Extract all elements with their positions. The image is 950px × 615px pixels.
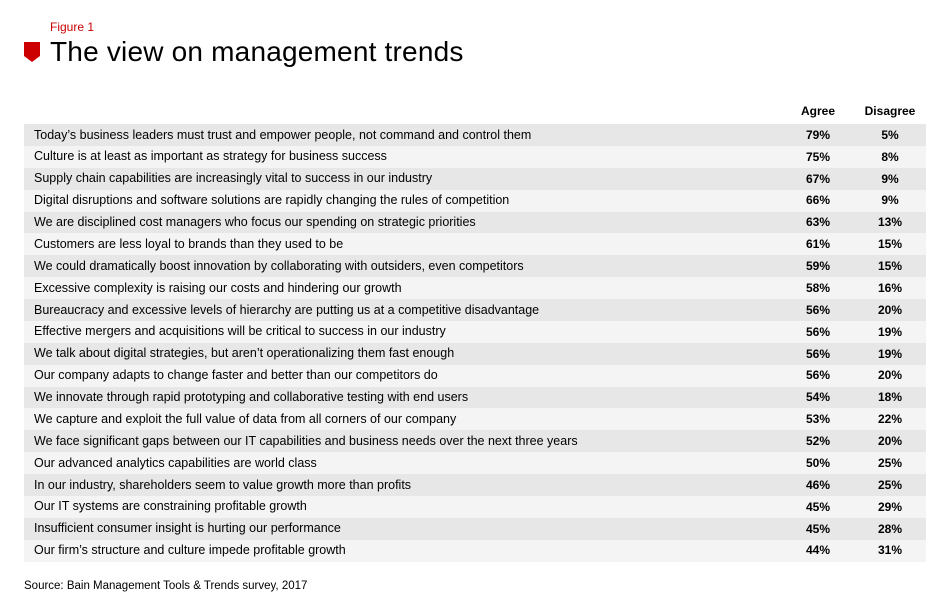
agree-cell: 46%	[782, 474, 854, 496]
statement-cell: We are disciplined cost managers who foc…	[24, 212, 782, 234]
disagree-cell: 16%	[854, 277, 926, 299]
agree-cell: 61%	[782, 233, 854, 255]
agree-cell: 56%	[782, 343, 854, 365]
table-row: Culture is at least as important as stra…	[24, 146, 926, 168]
column-header-agree: Agree	[782, 104, 854, 124]
disagree-cell: 13%	[854, 212, 926, 234]
disagree-cell: 31%	[854, 540, 926, 562]
table-row: Our company adapts to change faster and …	[24, 365, 926, 387]
table-row: We innovate through rapid prototyping an…	[24, 387, 926, 409]
disagree-cell: 29%	[854, 496, 926, 518]
statement-cell: Effective mergers and acquisitions will …	[24, 321, 782, 343]
table-row: Our advanced analytics capabilities are …	[24, 452, 926, 474]
table-row: We are disciplined cost managers who foc…	[24, 212, 926, 234]
disagree-cell: 8%	[854, 146, 926, 168]
column-header-disagree: Disagree	[854, 104, 926, 124]
trends-table: Agree Disagree Today’s business leaders …	[24, 104, 926, 562]
agree-cell: 44%	[782, 540, 854, 562]
table-header-row: Agree Disagree	[24, 104, 926, 124]
table-row: Digital disruptions and software solutio…	[24, 190, 926, 212]
statement-cell: Today’s business leaders must trust and …	[24, 124, 782, 146]
table-row: Our IT systems are constraining profitab…	[24, 496, 926, 518]
agree-cell: 45%	[782, 518, 854, 540]
agree-cell: 56%	[782, 299, 854, 321]
statement-cell: We capture and exploit the full value of…	[24, 408, 782, 430]
statement-cell: Our IT systems are constraining profitab…	[24, 496, 782, 518]
table-row: Supply chain capabilities are increasing…	[24, 168, 926, 190]
disagree-cell: 15%	[854, 233, 926, 255]
statement-cell: Excessive complexity is raising our cost…	[24, 277, 782, 299]
table-row: Today’s business leaders must trust and …	[24, 124, 926, 146]
agree-cell: 59%	[782, 255, 854, 277]
title-row: The view on management trends	[24, 36, 926, 68]
table-row: Customers are less loyal to brands than …	[24, 233, 926, 255]
figure-title: The view on management trends	[50, 36, 464, 68]
table-row: We talk about digital strategies, but ar…	[24, 343, 926, 365]
statement-cell: Insufficient consumer insight is hurting…	[24, 518, 782, 540]
table-row: Our firm’s structure and culture impede …	[24, 540, 926, 562]
table-row: Excessive complexity is raising our cost…	[24, 277, 926, 299]
table-row: We could dramatically boost innovation b…	[24, 255, 926, 277]
disagree-cell: 28%	[854, 518, 926, 540]
agree-cell: 45%	[782, 496, 854, 518]
agree-cell: 52%	[782, 430, 854, 452]
agree-cell: 53%	[782, 408, 854, 430]
table-row: We face significant gaps between our IT …	[24, 430, 926, 452]
table-row: Effective mergers and acquisitions will …	[24, 321, 926, 343]
statement-cell: In our industry, shareholders seem to va…	[24, 474, 782, 496]
table-row: Insufficient consumer insight is hurting…	[24, 518, 926, 540]
source-note: Source: Bain Management Tools & Trends s…	[24, 580, 926, 592]
disagree-cell: 5%	[854, 124, 926, 146]
disagree-cell: 19%	[854, 321, 926, 343]
agree-cell: 56%	[782, 321, 854, 343]
statement-cell: Our company adapts to change faster and …	[24, 365, 782, 387]
disagree-cell: 9%	[854, 168, 926, 190]
disagree-cell: 19%	[854, 343, 926, 365]
disagree-cell: 20%	[854, 299, 926, 321]
agree-cell: 56%	[782, 365, 854, 387]
table-row: Bureaucracy and excessive levels of hier…	[24, 299, 926, 321]
agree-cell: 50%	[782, 452, 854, 474]
statement-cell: We could dramatically boost innovation b…	[24, 255, 782, 277]
statement-cell: Our firm’s structure and culture impede …	[24, 540, 782, 562]
agree-cell: 67%	[782, 168, 854, 190]
disagree-cell: 18%	[854, 387, 926, 409]
disagree-cell: 25%	[854, 474, 926, 496]
statement-cell: Culture is at least as important as stra…	[24, 146, 782, 168]
disagree-cell: 20%	[854, 430, 926, 452]
agree-cell: 79%	[782, 124, 854, 146]
statement-cell: Our advanced analytics capabilities are …	[24, 452, 782, 474]
table-row: In our industry, shareholders seem to va…	[24, 474, 926, 496]
agree-cell: 63%	[782, 212, 854, 234]
statement-cell: Digital disruptions and software solutio…	[24, 190, 782, 212]
disagree-cell: 9%	[854, 190, 926, 212]
table-row: We capture and exploit the full value of…	[24, 408, 926, 430]
agree-cell: 58%	[782, 277, 854, 299]
disagree-cell: 15%	[854, 255, 926, 277]
brand-marker-icon	[24, 42, 40, 62]
statement-cell: Supply chain capabilities are increasing…	[24, 168, 782, 190]
statement-cell: Bureaucracy and excessive levels of hier…	[24, 299, 782, 321]
agree-cell: 75%	[782, 146, 854, 168]
statement-cell: Customers are less loyal to brands than …	[24, 233, 782, 255]
agree-cell: 54%	[782, 387, 854, 409]
column-header-statement	[24, 104, 782, 124]
statement-cell: We talk about digital strategies, but ar…	[24, 343, 782, 365]
figure-label: Figure 1	[50, 20, 926, 34]
disagree-cell: 20%	[854, 365, 926, 387]
disagree-cell: 22%	[854, 408, 926, 430]
disagree-cell: 25%	[854, 452, 926, 474]
agree-cell: 66%	[782, 190, 854, 212]
statement-cell: We face significant gaps between our IT …	[24, 430, 782, 452]
statement-cell: We innovate through rapid prototyping an…	[24, 387, 782, 409]
